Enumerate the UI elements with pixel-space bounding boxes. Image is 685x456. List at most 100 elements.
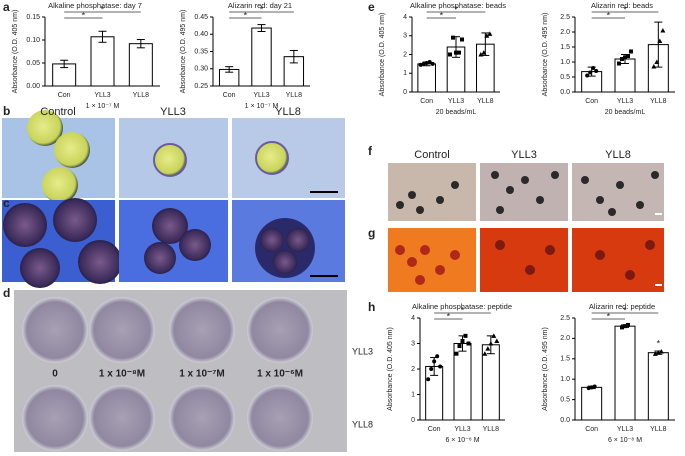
y-axis-label: Absorbance (O.D. 495 nm) <box>542 13 549 97</box>
panel-letter: b <box>3 104 10 118</box>
data-point <box>660 28 666 33</box>
data-point <box>594 69 599 73</box>
y-tick-label: 0.00 <box>26 83 40 90</box>
row-label: YLL8 <box>352 419 373 429</box>
y-tick-label: 0.0 <box>560 89 570 96</box>
x-tick-label: YLL8 <box>286 92 302 99</box>
y-axis-label: Absorbance (O.D. 405 nm) <box>379 13 386 97</box>
y-tick-label: 1 <box>403 70 407 77</box>
significance-star: * <box>440 10 444 20</box>
data-point <box>591 66 596 70</box>
y-tick-label: 0.5 <box>560 396 570 403</box>
data-point <box>485 346 491 351</box>
data-point <box>588 70 593 75</box>
bar <box>90 36 115 87</box>
panel-letter: d <box>3 286 10 300</box>
x-tick-label: Con <box>58 92 71 99</box>
data-point <box>484 33 490 38</box>
y-tick-label: 0.45 <box>194 14 208 21</box>
data-point <box>629 49 633 54</box>
panel-c-images <box>2 198 345 288</box>
data-point <box>448 52 452 57</box>
y-tick-label: 4 <box>403 14 407 21</box>
significance-star: * <box>607 311 611 321</box>
data-point <box>620 57 624 61</box>
x-tick-label: YLL3 <box>448 98 464 105</box>
x-tick-label: Con <box>585 426 598 433</box>
data-point <box>427 60 432 64</box>
data-point <box>657 38 663 43</box>
x-tick-label: Con <box>585 98 598 105</box>
significance-star: * <box>623 4 627 14</box>
image-label: Control <box>40 106 75 118</box>
concentration-label: 1 x 10⁻⁶M <box>257 369 303 380</box>
data-point <box>482 351 488 356</box>
y-tick-label: 0.15 <box>26 14 40 21</box>
x-tick-label: YLL8 <box>477 98 493 105</box>
y-tick-label: 1 <box>411 391 415 398</box>
panel-d-image <box>14 290 347 452</box>
data-point <box>617 61 621 66</box>
data-point <box>592 384 597 389</box>
y-tick-label: 0.25 <box>194 83 208 90</box>
data-point <box>623 324 627 329</box>
bar <box>614 325 636 421</box>
panel-letter: e <box>368 0 375 14</box>
y-tick-label: 2 <box>411 366 415 373</box>
x-tick-label: YLL8 <box>133 92 149 99</box>
y-tick-label: 0.40 <box>194 31 208 38</box>
data-point <box>460 37 464 42</box>
panel-letter: g <box>368 226 375 240</box>
y-tick-label: 0.30 <box>194 66 208 73</box>
image-label: YLL3 <box>511 149 537 161</box>
bar <box>251 27 272 87</box>
data-point <box>654 59 660 64</box>
y-tick-label: 1.5 <box>560 44 570 51</box>
chart-title: Alizarin red: peptide <box>589 302 655 311</box>
concentration-label: 0 <box>52 369 58 380</box>
y-tick-label: 0.05 <box>26 60 40 67</box>
y-tick-label: 2 <box>403 51 407 58</box>
data-point <box>463 333 468 338</box>
y-axis-label: Absorbance (O.D. 495 nm) <box>542 327 549 411</box>
data-point <box>620 325 624 330</box>
y-tick-label: 0 <box>403 89 407 96</box>
y-axis-label: Absorbance (O.D. 405 nm) <box>12 10 19 94</box>
y-tick-label: 1.0 <box>560 376 570 383</box>
data-point <box>585 73 590 78</box>
x-tick-label: YLL3 <box>617 426 633 433</box>
data-point <box>478 52 484 57</box>
significance-star: * <box>607 10 611 20</box>
data-point <box>651 64 657 69</box>
significance-star: * <box>623 305 627 315</box>
data-point <box>457 50 461 55</box>
y-tick-label: 0 <box>411 417 415 424</box>
chart-title: Alkaline phosphatase: day 7 <box>48 1 142 10</box>
y-axis-label: Absorbance (O.D. 495 nm) <box>180 10 187 94</box>
significance-star: * <box>101 4 105 14</box>
data-point <box>623 55 627 60</box>
data-point <box>421 61 426 66</box>
data-point <box>418 62 423 67</box>
y-tick-label: 1.0 <box>560 59 570 66</box>
panel-letter: c <box>3 196 10 210</box>
bar <box>481 344 500 421</box>
data-point <box>586 386 591 391</box>
y-tick-label: 3 <box>403 33 407 40</box>
chart-title: Alizarin red: beads <box>591 1 653 10</box>
y-tick-label: 0.5 <box>560 74 570 81</box>
y-tick-label: 1.5 <box>560 356 570 363</box>
image-label: YLL8 <box>275 106 301 118</box>
data-point <box>487 31 493 36</box>
data-point <box>429 367 434 371</box>
data-point <box>438 364 443 369</box>
panel-letter: a <box>3 0 10 14</box>
x-axis-label: 1 × 10⁻⁷ M <box>86 103 120 110</box>
significance-star: * <box>454 4 458 14</box>
y-tick-label: 4 <box>411 315 415 322</box>
significance-star: * <box>461 305 465 315</box>
y-axis-label: Absorbance (O.D. 405 nm) <box>387 327 394 411</box>
data-point <box>488 341 494 346</box>
row-label: YLL3 <box>352 346 373 356</box>
significance-star: * <box>82 10 86 20</box>
